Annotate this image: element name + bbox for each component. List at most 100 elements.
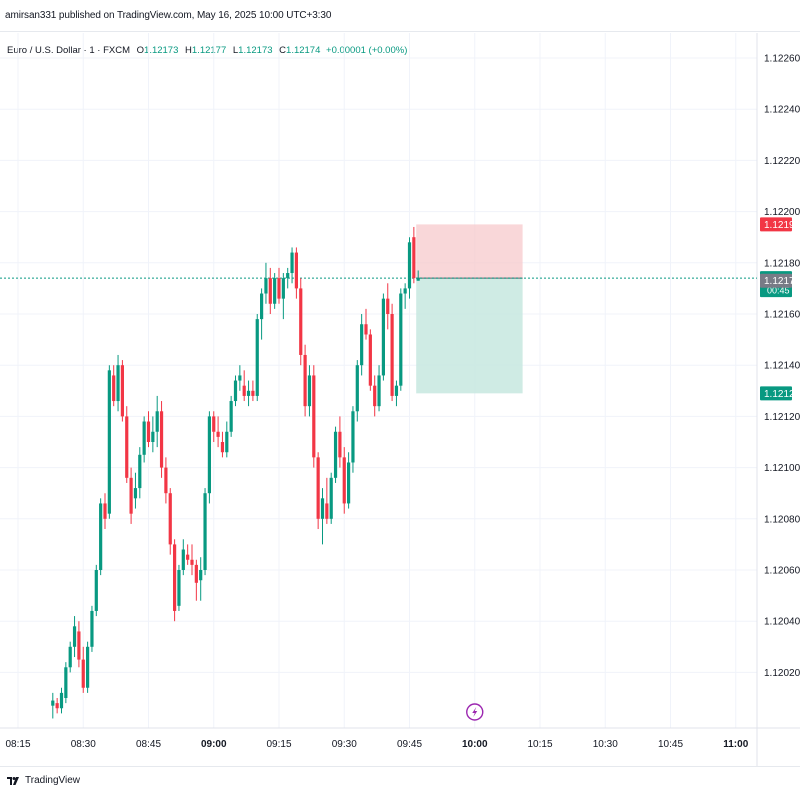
low-label: L	[232, 45, 239, 56]
candle[interactable]	[351, 411, 355, 463]
price-tick-label: 1.12220	[764, 156, 800, 167]
candle[interactable]	[177, 570, 181, 606]
candle[interactable]	[72, 626, 77, 647]
candle[interactable]	[377, 375, 381, 407]
candle[interactable]	[81, 659, 85, 688]
candle[interactable]	[373, 385, 377, 407]
candle[interactable]	[146, 421, 151, 442]
high-label: H	[185, 45, 192, 56]
candle[interactable]	[207, 416, 211, 494]
candle[interactable]	[77, 631, 81, 660]
candle[interactable]	[347, 462, 351, 504]
candle[interactable]	[190, 559, 194, 565]
candle[interactable]	[381, 298, 385, 376]
candle[interactable]	[68, 646, 72, 668]
time-tick-label: 10:45	[658, 739, 683, 750]
take-profit-zone[interactable]	[416, 278, 523, 394]
candle[interactable]	[164, 467, 168, 494]
candle[interactable]	[329, 477, 333, 519]
candle[interactable]	[125, 416, 129, 478]
candle[interactable]	[273, 278, 277, 304]
candle[interactable]	[312, 375, 316, 458]
candle[interactable]	[229, 401, 233, 432]
candle[interactable]	[168, 493, 172, 545]
candle[interactable]	[281, 278, 285, 299]
candle[interactable]	[386, 298, 390, 314]
candle[interactable]	[55, 703, 59, 709]
candle[interactable]	[181, 549, 185, 570]
candle[interactable]	[316, 457, 320, 519]
candle[interactable]	[264, 278, 268, 294]
candle[interactable]	[194, 564, 198, 583]
candle[interactable]	[233, 380, 238, 402]
candle[interactable]	[242, 385, 246, 396]
candle[interactable]	[416, 278, 420, 281]
candle[interactable]	[129, 477, 133, 514]
candle[interactable]	[186, 554, 190, 560]
candle[interactable]	[394, 385, 399, 396]
candle[interactable]	[407, 242, 412, 289]
time-tick-label: 09:00	[201, 739, 227, 750]
candle[interactable]	[159, 411, 164, 468]
candle[interactable]	[99, 503, 103, 570]
candle[interactable]	[116, 365, 120, 402]
candle[interactable]	[338, 431, 342, 458]
candle[interactable]	[107, 370, 111, 514]
candle[interactable]	[151, 431, 155, 442]
candle[interactable]	[94, 570, 98, 611]
candle[interactable]	[203, 493, 207, 570]
candle[interactable]	[299, 288, 303, 355]
candle[interactable]	[90, 610, 94, 647]
candle[interactable]	[294, 252, 298, 289]
candle[interactable]	[251, 390, 255, 396]
candle[interactable]	[64, 667, 68, 698]
candle[interactable]	[390, 314, 394, 396]
candle[interactable]	[403, 288, 407, 294]
candle[interactable]	[86, 646, 90, 688]
candle[interactable]	[360, 324, 364, 366]
candle[interactable]	[246, 390, 251, 396]
candle[interactable]	[220, 442, 225, 453]
candle[interactable]	[412, 237, 416, 279]
candle[interactable]	[133, 488, 138, 499]
candle[interactable]	[238, 375, 242, 381]
candle[interactable]	[103, 503, 107, 519]
candle[interactable]	[142, 421, 146, 455]
symbol-legend[interactable]: Euro / U.S. Dollar · 1 · FXCM O1.12173 H…	[7, 45, 407, 56]
candle[interactable]	[320, 498, 325, 519]
candle[interactable]	[255, 319, 259, 396]
close-value: 1.12174	[286, 45, 321, 56]
candle[interactable]	[51, 700, 55, 706]
candle[interactable]	[307, 375, 312, 407]
candle[interactable]	[268, 278, 272, 304]
candle[interactable]	[120, 365, 124, 417]
candle[interactable]	[138, 454, 142, 489]
candle[interactable]	[286, 273, 290, 279]
symbol-name[interactable]: Euro / U.S. Dollar · 1 · FXCM	[7, 45, 130, 56]
time-tick-label: 09:15	[266, 739, 291, 750]
candle[interactable]	[216, 431, 220, 437]
candle[interactable]	[355, 365, 359, 412]
candle[interactable]	[399, 293, 403, 386]
candle[interactable]	[364, 324, 368, 335]
candle[interactable]	[173, 544, 177, 611]
candle[interactable]	[368, 334, 372, 386]
candle[interactable]	[325, 503, 329, 519]
candle[interactable]	[225, 431, 229, 453]
candle[interactable]	[112, 375, 116, 402]
candle[interactable]	[155, 411, 159, 432]
candle[interactable]	[303, 354, 307, 407]
candle[interactable]	[59, 692, 64, 709]
candle[interactable]	[199, 570, 203, 581]
candle[interactable]	[342, 457, 346, 504]
published-info: amirsan331 published on TradingView.com,…	[5, 10, 332, 21]
candle[interactable]	[260, 293, 264, 320]
close-label: C	[279, 45, 287, 56]
candle[interactable]	[333, 431, 338, 478]
candle[interactable]	[212, 416, 216, 432]
stop-loss-zone[interactable]	[416, 224, 523, 279]
tradingview-brand[interactable]: TradingView	[7, 775, 80, 786]
candle[interactable]	[290, 252, 294, 274]
candle[interactable]	[277, 278, 281, 299]
